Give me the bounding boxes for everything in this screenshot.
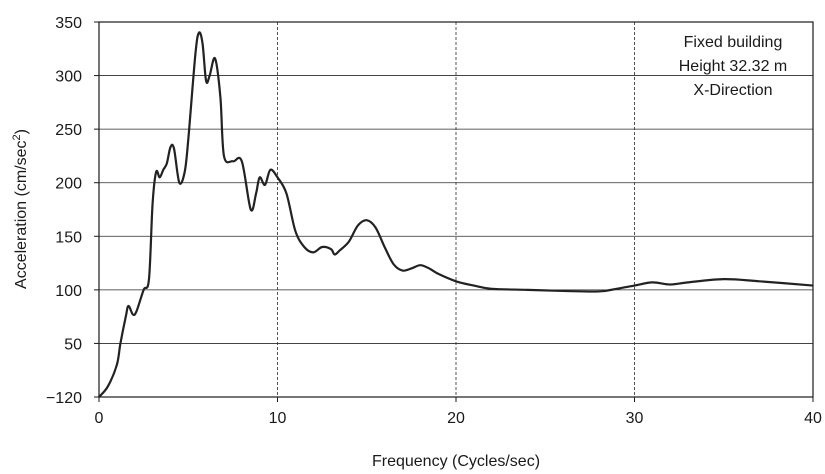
x-tick-label-3: 30 [626,410,644,427]
series-line-0 [98,31,814,398]
annotation-box: Fixed building Height 32.32 m X-Directio… [679,34,788,99]
y-tick-label-2: 100 [55,283,82,300]
annotation-line-2: Height 32.32 m [679,58,788,75]
y-tick-label-7: 350 [55,15,82,32]
series-layer [98,31,814,398]
x-axis-label: Frequency (Cycles/sec) [372,453,540,470]
annotation-line-1: Fixed building [684,34,783,51]
y-tick-label-1: 50 [64,336,82,353]
x-tick-label-0: 0 [95,410,104,427]
y-tick-label-0: −120 [46,390,82,407]
y-tick-label-5: 250 [55,122,82,139]
x-tick-label-1: 10 [269,410,287,427]
y-axis-label-sup: 2 [11,134,23,140]
x-tick-label-4: 40 [804,410,822,427]
y-tick-label-3: 150 [55,229,82,246]
y-axis-label: Acceleration (cm/sec2) [11,129,30,289]
y-tick-label-4: 200 [55,176,82,193]
tick-layer: 0 10 20 30 40 −120 50 100 150 200 250 300 350 [46,15,822,427]
x-tick-label-2: 20 [447,410,465,427]
annotation-line-3: X-Direction [693,82,772,99]
y-tick-label-6: 300 [55,69,82,86]
y-axis-label-main: Acceleration (cm/sec [13,140,30,289]
y-axis-label-close: ) [13,129,30,134]
